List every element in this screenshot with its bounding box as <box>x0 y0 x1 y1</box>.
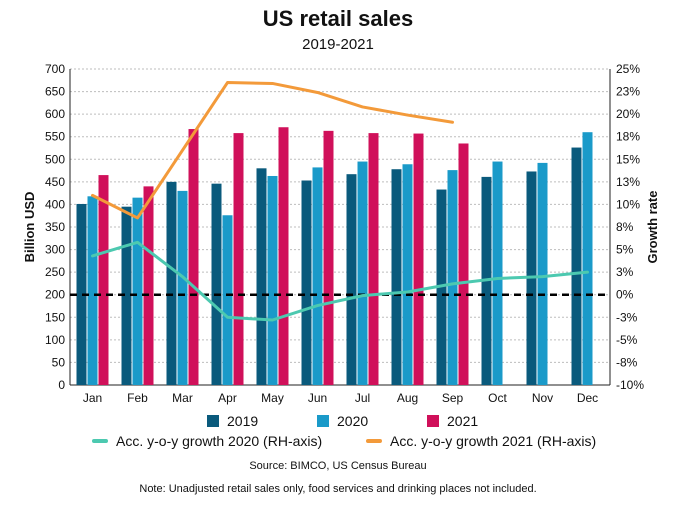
note-text: Note: Unadjusted retail sales only, food… <box>139 483 537 495</box>
legend-swatch-2020 <box>317 415 329 427</box>
legend-line-growth-2021 <box>366 439 382 443</box>
bar-2019 <box>301 180 312 385</box>
y2-tick-label: 5% <box>616 243 634 257</box>
x-tick-label: Oct <box>488 391 507 405</box>
y-tick-label: 100 <box>45 333 65 347</box>
legend-label-2021: 2021 <box>447 413 479 429</box>
legend-label-2020: 2020 <box>337 413 369 429</box>
chart-title: US retail sales <box>262 6 414 31</box>
y2-tick-label: 8% <box>616 220 634 234</box>
bar-2020 <box>222 215 233 385</box>
legend-label-growth-2020: Acc. y-o-y growth 2020 (RH-axis) <box>116 433 323 449</box>
y2-tick-label: -3% <box>616 310 638 324</box>
y-axis-label: Billion USD <box>22 192 37 263</box>
legend-swatch-2019 <box>207 415 219 427</box>
y2-tick-label: 15% <box>616 152 640 166</box>
x-tick-label: May <box>261 391 284 405</box>
y-tick-label: 700 <box>45 62 65 76</box>
x-tick-label: Mar <box>172 391 193 405</box>
x-tick-label: Nov <box>532 391 553 405</box>
y2-tick-label: 25% <box>616 62 640 76</box>
y-tick-label: 0 <box>58 378 65 392</box>
bar-2019 <box>211 183 222 385</box>
bar-2020 <box>582 132 593 385</box>
y-tick-label: 300 <box>45 243 65 257</box>
legend-label-2019: 2019 <box>227 413 259 429</box>
bar-2020 <box>537 162 548 385</box>
y2-tick-label: 0% <box>616 288 634 302</box>
bar-2020 <box>312 167 323 385</box>
y-tick-label: 350 <box>45 220 65 234</box>
bar-2019 <box>571 147 582 385</box>
bar-2019 <box>391 169 402 385</box>
x-tick-label: Feb <box>127 391 148 405</box>
y-tick-label: 50 <box>52 355 66 369</box>
legend-item-growth-2021: Acc. y-o-y growth 2021 (RH-axis) <box>366 433 596 449</box>
y-tick-label: 250 <box>45 265 65 279</box>
bar-2019 <box>121 206 132 385</box>
y-tick-label: 650 <box>45 85 65 99</box>
y2-tick-label: 23% <box>616 85 640 99</box>
y2-tick-label: 18% <box>616 130 640 144</box>
legend-item-2021: 2021 <box>427 413 478 429</box>
x-tick-label: Jul <box>355 391 370 405</box>
y-tick-label: 200 <box>45 288 65 302</box>
x-tick-label: Jun <box>308 391 327 405</box>
bar-2020 <box>87 196 98 385</box>
x-tick-label: Sep <box>442 391 464 405</box>
x-tick-label: Jan <box>83 391 102 405</box>
bar-2021 <box>278 127 289 385</box>
y-tick-label: 400 <box>45 197 65 211</box>
bar-2020 <box>177 190 188 385</box>
bar-2020 <box>357 161 368 385</box>
y-tick-label: 450 <box>45 175 65 189</box>
legend-label-growth-2021: Acc. y-o-y growth 2021 (RH-axis) <box>390 433 597 449</box>
bar-2019 <box>256 168 267 385</box>
y2-tick-label: -10% <box>616 378 644 392</box>
bar-2021 <box>323 130 334 385</box>
y-tick-label: 550 <box>45 130 65 144</box>
bar-2020 <box>132 197 143 385</box>
y2-axis-label: Growth rate <box>645 191 660 264</box>
y-tick-label: 150 <box>45 310 65 324</box>
y2-tick-label: -5% <box>616 333 638 347</box>
bar-2021 <box>188 129 199 385</box>
y2-tick-label: 10% <box>616 197 640 211</box>
bar-2021 <box>143 186 154 385</box>
bar-2019 <box>76 203 87 385</box>
bar-2021 <box>98 175 109 385</box>
bar-2019 <box>166 181 177 385</box>
legend-item-2019: 2019 <box>207 413 258 429</box>
x-tick-label: Apr <box>218 391 237 405</box>
bar-2021 <box>413 133 424 385</box>
bar-2020 <box>492 161 503 385</box>
bar-2020 <box>447 170 458 385</box>
y2-tick-label: -8% <box>616 355 638 369</box>
legend-item-2020: 2020 <box>317 413 368 429</box>
y-tick-label: 500 <box>45 152 65 166</box>
bar-2020 <box>267 175 278 385</box>
legend-line-growth-2020 <box>92 439 108 443</box>
bar-2019 <box>346 174 357 385</box>
bar-2021 <box>233 133 244 385</box>
legend-item-growth-2020: Acc. y-o-y growth 2020 (RH-axis) <box>92 433 322 449</box>
x-tick-label: Aug <box>397 391 418 405</box>
legend-swatch-2021 <box>427 415 439 427</box>
bar-2021 <box>368 133 379 385</box>
bar-2021 <box>458 143 469 385</box>
y-tick-label: 600 <box>45 107 65 121</box>
growth-line-2020 <box>91 240 589 322</box>
chart-subtitle: 2019-2021 <box>302 36 374 53</box>
bar-2020 <box>402 164 413 385</box>
y2-tick-label: 20% <box>616 107 640 121</box>
growth-line-2021 <box>91 81 454 220</box>
y2-tick-label: 13% <box>616 175 640 189</box>
source-text: Source: BIMCO, US Census Bureau <box>249 460 427 472</box>
x-tick-label: Dec <box>577 391 598 405</box>
y2-tick-label: 3% <box>616 265 634 279</box>
